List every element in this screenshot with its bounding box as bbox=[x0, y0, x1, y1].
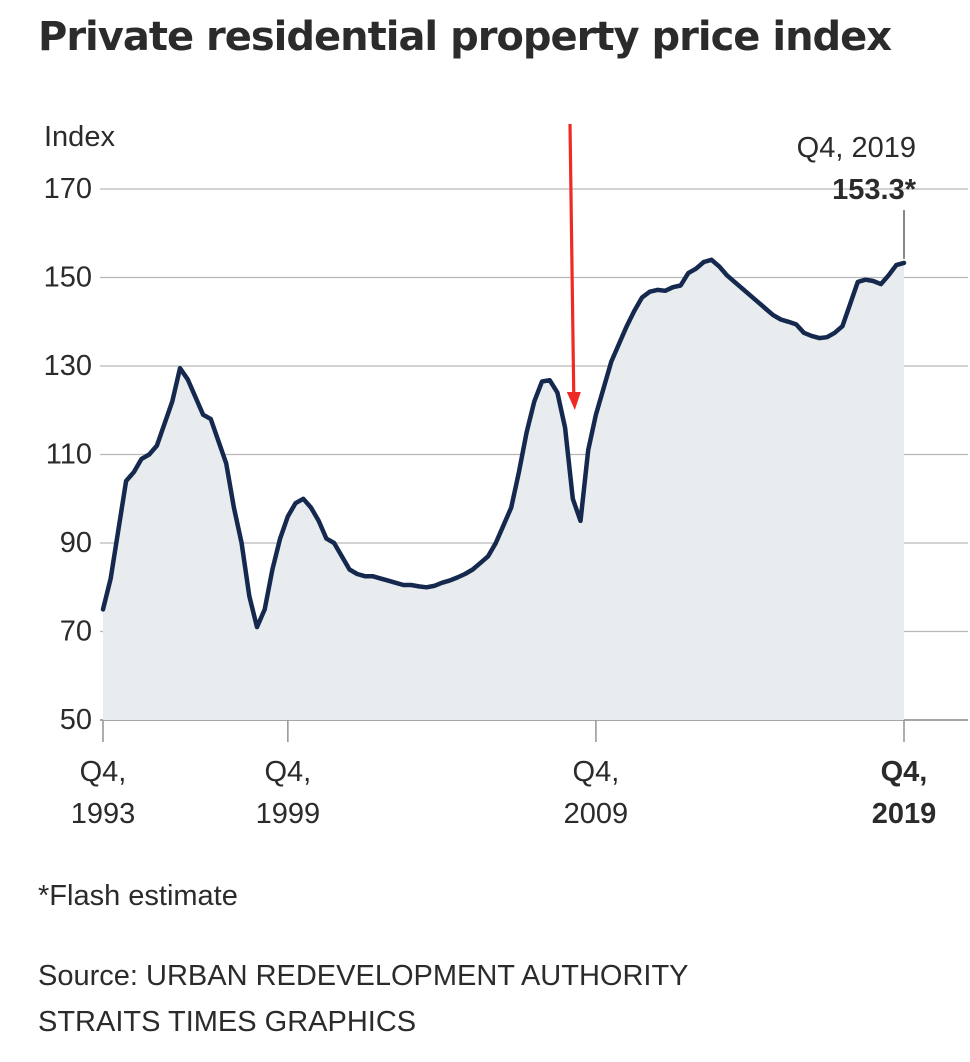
y-tick-label-50: 50 bbox=[60, 704, 92, 736]
source-line-2: STRAITS TIMES GRAPHICS bbox=[38, 1006, 417, 1038]
arrow-head bbox=[566, 392, 581, 410]
x-tick-label-1993-line2: 1993 bbox=[71, 798, 136, 830]
x-tick-label-2009-line2: 2009 bbox=[564, 798, 629, 830]
y-tick-label-70: 70 bbox=[60, 616, 92, 648]
label-layer: Index 50 70 90 110 130 150 170 Q4, 1993 Q4, 1999 Q4,… bbox=[44, 121, 937, 830]
y-axis-label: Index bbox=[44, 121, 115, 153]
x-tick-label-1999-line1: Q4, bbox=[264, 756, 311, 788]
annotation-value: 153.3* bbox=[832, 174, 917, 206]
y-tick-label-90: 90 bbox=[60, 527, 92, 559]
tick-layer bbox=[102, 720, 905, 742]
footnote: *Flash estimate bbox=[38, 880, 238, 912]
source-line-1: Source: URBAN REDEVELOPMENT AUTHORITY bbox=[38, 960, 689, 992]
series-line bbox=[100, 257, 907, 630]
source-credit: Source: URBAN REDEVELOPMENT AUTHORITY ST… bbox=[38, 953, 689, 1045]
x-tick-label-2019-line1: Q4, bbox=[881, 756, 928, 788]
annotation-layer: Q4, 2019 153.3* bbox=[566, 123, 917, 410]
x-tick-label-1993-line1: Q4, bbox=[80, 756, 127, 788]
line-layer bbox=[100, 257, 907, 630]
x-tick-label-2019-line2: 2019 bbox=[872, 798, 937, 830]
y-tick-label-170: 170 bbox=[44, 173, 92, 205]
y-tick-label-110: 110 bbox=[46, 439, 92, 471]
x-tick-label-1999-line2: 1999 bbox=[256, 798, 321, 830]
arrow-shaft bbox=[568, 123, 576, 399]
y-tick-label-130: 130 bbox=[44, 350, 92, 382]
area-layer bbox=[103, 259, 904, 720]
chart-title: Private residential property price index bbox=[38, 14, 892, 60]
annotation-label: Q4, 2019 bbox=[797, 132, 916, 164]
chart: Index 50 70 90 110 130 150 170 Q4, 1993 Q4, 1999 Q4,… bbox=[44, 121, 968, 830]
y-tick-label-150: 150 bbox=[44, 262, 92, 294]
x-tick-label-2009-line1: Q4, bbox=[573, 756, 620, 788]
area-fill bbox=[103, 259, 904, 720]
